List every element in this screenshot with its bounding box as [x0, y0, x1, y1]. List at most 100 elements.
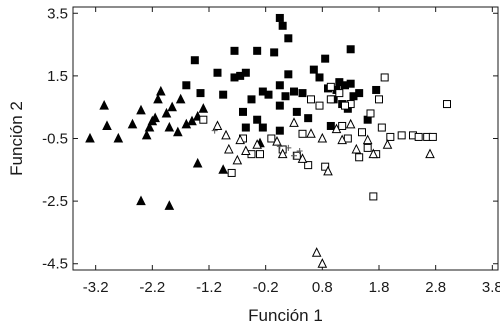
open-square-point: [298, 129, 307, 138]
filled-square-point: [264, 90, 273, 99]
open-square-point: [321, 162, 330, 171]
filled-triangle-point: [99, 100, 109, 110]
filled-square-point: [346, 45, 355, 54]
filled-square-point: [275, 126, 284, 135]
filled-square-point: [253, 46, 262, 55]
plus-point: [211, 127, 218, 134]
filled-square-point: [355, 89, 364, 98]
data-points: [85, 13, 451, 268]
open-square-point: [358, 128, 366, 137]
filled-triangle-point: [198, 103, 209, 113]
open-square-point: [199, 115, 208, 124]
filled-square-point: [315, 73, 324, 82]
filled-triangle-point: [150, 112, 160, 123]
tick-labels: -3.2 -2.2 -1.2 -0.2 0.8 1.8 2.8 3.8 3.5 1.5 -0.5 -2…: [42, 5, 500, 296]
filled-square-point: [284, 34, 293, 43]
filled-square-point: [298, 89, 307, 98]
filled-triangle-point: [85, 132, 95, 143]
open-triangle-point: [345, 118, 356, 129]
filled-square-point: [275, 13, 284, 22]
open-triangle-point: [311, 247, 322, 257]
open-square-point: [375, 95, 383, 104]
filled-triangle-point: [218, 164, 228, 174]
open-square-point: [304, 161, 313, 170]
open-square-point: [355, 153, 364, 162]
filled-square-point: [278, 21, 287, 30]
open-square-point: [414, 132, 423, 141]
filled-triangle-point: [141, 129, 152, 140]
plus-point: [296, 148, 303, 155]
filled-square-point: [326, 121, 335, 130]
filled-square-point: [239, 107, 247, 116]
open-triangle-point: [277, 148, 288, 159]
filled-triangle-point: [164, 121, 175, 132]
filled-triangle-point: [102, 120, 112, 130]
x-tick-label: 1.8: [369, 279, 390, 296]
filled-square-point: [284, 70, 293, 79]
filled-square-point: [309, 65, 318, 74]
filled-triangle-point: [187, 115, 197, 126]
filled-triangle-point: [156, 85, 166, 96]
x-tick-label: 3.8: [482, 279, 500, 296]
filled-square-point: [219, 90, 228, 99]
plus-point: [291, 152, 297, 159]
filled-triangle-point: [164, 200, 175, 210]
filled-square-point: [241, 68, 250, 77]
open-triangle-point: [317, 258, 328, 268]
open-triangle-point: [252, 139, 262, 149]
open-square-point: [369, 192, 378, 201]
open-triangle-point: [235, 134, 245, 145]
filled-square-point: [290, 87, 298, 96]
plus-point: [276, 143, 283, 150]
filled-square-point: [196, 89, 205, 98]
open-square-point: [443, 100, 451, 109]
axis-ticks: [73, 7, 498, 270]
open-triangle-point: [362, 134, 373, 145]
open-triangle-point: [224, 143, 234, 154]
open-triangle-point: [241, 145, 251, 156]
x-tick-label: -2.2: [139, 279, 165, 296]
open-triangle-point: [306, 128, 316, 138]
open-square-point: [397, 131, 406, 140]
open-triangle-point: [337, 134, 347, 145]
open-square-point: [256, 150, 264, 159]
x-tick-label: -3.2: [83, 279, 109, 296]
x-tick-label: 0.8: [312, 279, 333, 296]
open-square-point: [377, 123, 386, 132]
filled-square-point: [182, 81, 191, 90]
open-triangle-point: [425, 148, 435, 159]
filled-square-point: [253, 115, 262, 124]
open-square-point: [315, 101, 324, 110]
open-square-point: [363, 143, 372, 152]
filled-triangle-point: [153, 93, 163, 104]
open-triangle-point: [351, 143, 362, 154]
open-square-point: [343, 134, 352, 143]
open-triangle-point: [317, 132, 328, 143]
open-square-point: [227, 168, 236, 177]
x-tick-label: 2.8: [425, 279, 446, 296]
open-triangle-point: [272, 136, 282, 146]
y-tick-label: -2.5: [42, 193, 68, 210]
filled-square-point: [321, 54, 330, 63]
filled-triangle-point: [175, 93, 186, 104]
y-axis-title: Función 2: [7, 101, 26, 176]
x-tick-label: -1.2: [196, 279, 222, 296]
filled-triangle-point: [113, 132, 124, 143]
open-triangle-point: [297, 153, 308, 163]
open-square-point: [428, 132, 437, 141]
filled-square-point: [190, 56, 199, 65]
plus-point: [285, 144, 292, 151]
filled-square-point: [372, 85, 381, 94]
y-tick-label: -0.5: [42, 131, 68, 148]
open-square-point: [307, 95, 315, 104]
filled-square-point: [292, 107, 301, 116]
filled-square-point: [213, 68, 222, 77]
open-square-point: [267, 134, 276, 143]
filled-square-point: [241, 123, 250, 132]
filled-square-point: [230, 46, 239, 55]
open-square-point: [338, 121, 347, 130]
y-tick-label: -4.5: [42, 256, 68, 273]
y-tick-label: 1.5: [47, 68, 68, 85]
filled-square-point: [275, 81, 284, 90]
